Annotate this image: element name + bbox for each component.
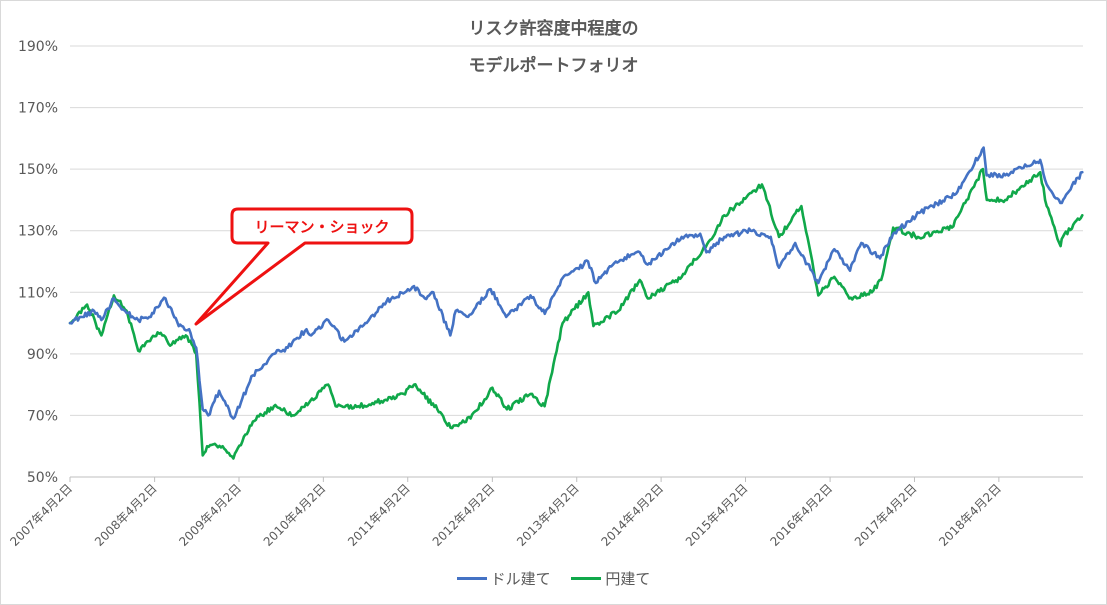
legend-label-jpy: 円建て [605,570,651,588]
y-tick-label: 70% [27,408,58,424]
x-tick-label: 2010年4月2日 [261,481,329,549]
legend-item-jpy: 円建て [571,568,650,589]
grid-lines [70,45,1083,478]
x-tick-label: 2016年4月2日 [767,481,835,549]
legend-label-usd: ドル建て [490,570,551,588]
y-tick-label: 90% [27,347,58,363]
x-tick-label: 2009年4月2日 [176,481,244,549]
x-tick-label: 2007年4月2日 [7,481,75,549]
y-tick-label: 110% [18,285,58,301]
y-tick-label: 150% [18,162,58,178]
x-tick-label: 2013年4月2日 [514,481,582,549]
callout-text: リーマン・ショック [254,218,389,236]
callout-box [194,207,414,326]
chart-title-line-1: リスク許容度中程度の [468,19,639,39]
y-tick-label: 170% [18,101,58,117]
chart-legend: ドル建て 円建て [0,566,1107,589]
legend-item-usd: ドル建て [456,568,551,589]
y-tick-label: 50% [27,470,58,486]
x-tick-label: 2017年4月2日 [852,481,920,549]
series-lines [68,146,1084,460]
x-tick-label: 2018年4月2日 [936,481,1004,549]
lehman-callout: リーマン・ショック [194,207,414,326]
x-tick-label: 2015年4月2日 [683,481,751,549]
y-axis-ticks: 50% 70% 90% 110% 130% 150% 170% 190% [18,39,58,486]
series-line-jpy [68,167,1084,460]
chart-title-line-2: モデルポートフォリオ [468,56,639,76]
legend-swatch-jpy [571,577,602,580]
legend-swatch-usd [456,577,487,580]
y-tick-label: 190% [18,39,58,55]
x-tick-label: 2008年4月2日 [92,481,160,549]
series-line-usd [68,146,1084,420]
x-tick-label: 2012年4月2日 [430,481,498,549]
x-tick-label: 2011年4月2日 [345,481,413,549]
x-axis: 2007年4月2日 2008年4月2日 2009年4月2日 2010年4月2日 2011… [7,477,1004,549]
x-tick-label: 2014年4月2日 [598,481,666,549]
y-tick-label: 130% [18,224,58,240]
